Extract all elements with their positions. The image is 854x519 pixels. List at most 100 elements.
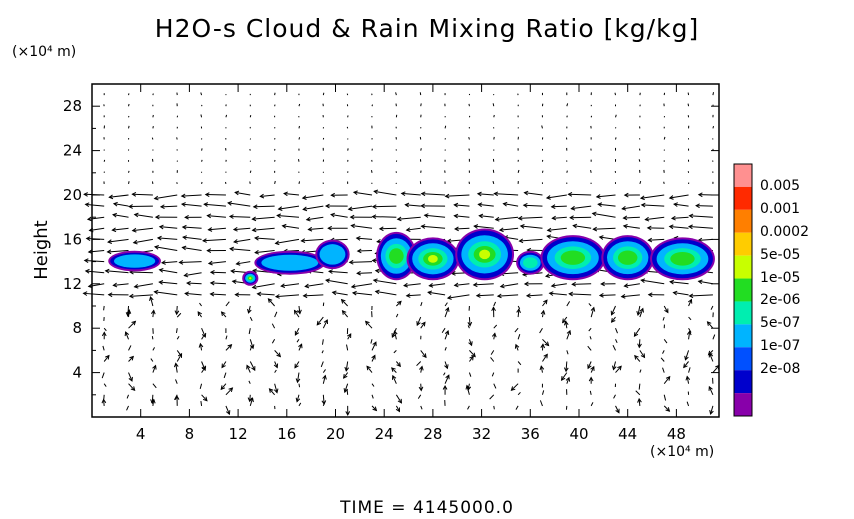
wind-vector: [622, 205, 640, 210]
wind-vector-head: [420, 224, 426, 229]
wind-vector: [298, 103, 301, 107]
wind-vector: [491, 372, 495, 377]
wind-vector-head: [569, 215, 574, 221]
wind-vector-head: [294, 363, 299, 369]
wind-vector: [635, 390, 641, 396]
wind-vector-head: [206, 213, 212, 219]
wind-vector: [684, 350, 690, 360]
wind-vector: [342, 310, 349, 318]
wind-vector: [229, 215, 251, 218]
wind-vector-head: [400, 191, 406, 197]
wind-vector-head: [637, 343, 642, 349]
wind-vector: [615, 137, 617, 140]
wind-vector-head: [623, 192, 629, 198]
wind-vector: [566, 170, 568, 173]
wind-vector: [395, 92, 397, 96]
wind-vector: [495, 216, 519, 221]
wind-vector: [590, 402, 594, 407]
wind-vector-head: [697, 192, 703, 198]
wind-vector-head: [476, 191, 482, 197]
wind-vector-head: [590, 306, 596, 312]
wind-vector: [615, 405, 620, 413]
wind-vector-head: [522, 203, 528, 208]
wind-vector: [391, 367, 397, 373]
wind-vector-head: [595, 194, 601, 199]
wind-vector-head: [442, 384, 448, 390]
wind-vector-head: [87, 249, 93, 255]
wind-vector-head: [153, 195, 159, 201]
wind-vector: [126, 394, 129, 399]
wind-vector-head: [587, 364, 592, 370]
wind-vector-head: [673, 202, 678, 207]
wind-vector: [444, 125, 447, 129]
colorbar-segment: [734, 232, 752, 256]
wind-vector-head: [283, 191, 288, 197]
wind-vector: [294, 327, 300, 336]
wind-vector-head: [454, 226, 459, 232]
wind-vector-head: [323, 319, 328, 325]
wind-vector: [663, 376, 671, 385]
wind-vector-head: [325, 278, 330, 284]
wind-vector-head: [600, 281, 605, 287]
wind-vector-head: [518, 238, 524, 244]
wind-vector: [87, 216, 105, 220]
wind-vector: [274, 361, 278, 368]
wind-vector-head: [276, 213, 282, 219]
wind-vector: [201, 148, 203, 151]
wind-vector: [517, 169, 520, 173]
wind-vector-head: [101, 398, 107, 404]
wind-vector: [274, 350, 281, 357]
wind-vector: [566, 350, 569, 355]
wind-vector: [645, 216, 665, 221]
wind-vector-head: [307, 226, 313, 232]
wind-vector: [187, 282, 202, 285]
wind-vector-head: [637, 397, 642, 403]
wind-vector: [184, 272, 202, 277]
wind-vector-head: [112, 282, 118, 288]
wind-vector: [562, 316, 568, 323]
x-axis-unit: (×10⁴ m): [650, 444, 715, 460]
wind-vector: [663, 394, 667, 401]
y-tick-label: 24: [63, 142, 82, 160]
wind-vector-head: [180, 193, 186, 199]
wind-vector: [103, 327, 107, 332]
wind-vector: [201, 159, 203, 162]
cloud-region-core: [249, 277, 252, 280]
wind-vector: [518, 216, 543, 219]
wind-vector: [371, 355, 376, 362]
wind-vector: [154, 246, 178, 251]
wind-vector-head: [203, 202, 209, 207]
wind-vector-head: [150, 309, 156, 315]
wind-vector-head: [540, 309, 546, 315]
wind-vector: [598, 203, 616, 207]
wind-vector: [638, 383, 641, 390]
wind-vector: [637, 305, 641, 316]
wind-vector-head: [544, 341, 550, 347]
wind-vector-head: [561, 318, 567, 324]
wind-vector: [444, 307, 449, 318]
wind-vector-head: [498, 227, 504, 233]
cloud-region-core: [522, 257, 538, 269]
wind-vector: [662, 316, 665, 321]
wind-vector-head: [247, 308, 252, 314]
wind-vector: [396, 300, 402, 307]
wind-vector-head: [514, 343, 520, 349]
wind-vector-head: [391, 333, 396, 339]
wind-vector: [613, 394, 616, 399]
wind-vector: [639, 308, 644, 318]
colorbar-segment: [734, 393, 752, 416]
wind-vector: [417, 394, 422, 399]
wind-vector: [278, 205, 300, 210]
wind-vector: [159, 226, 178, 229]
wind-vector: [444, 346, 447, 351]
wind-vector-head: [124, 331, 130, 337]
wind-vector: [271, 323, 276, 329]
wind-vector: [468, 148, 470, 151]
wind-vector-head: [668, 224, 674, 230]
wind-vector-head: [366, 365, 371, 371]
wind-vector-head: [86, 216, 92, 222]
wind-vector: [103, 355, 110, 362]
wind-vector-head: [234, 292, 240, 298]
wind-vector: [401, 192, 421, 196]
